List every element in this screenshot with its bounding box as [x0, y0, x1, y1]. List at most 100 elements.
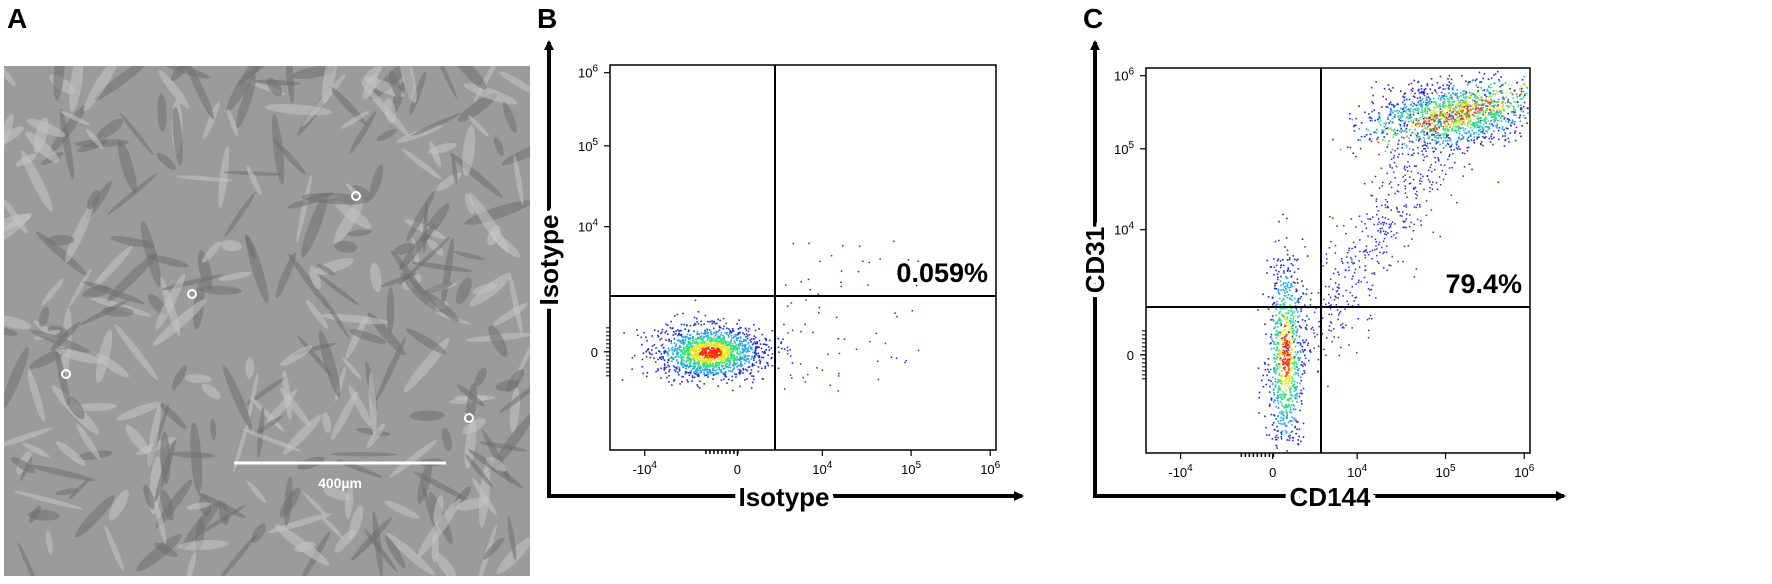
data-point [745, 329, 748, 331]
data-point [1452, 108, 1454, 110]
data-point [721, 353, 724, 355]
data-point [1371, 101, 1373, 103]
data-point [1465, 91, 1467, 93]
data-point [670, 347, 673, 350]
data-point [1274, 384, 1277, 386]
data-point [1350, 218, 1353, 220]
cell [157, 93, 167, 132]
data-point [1279, 380, 1282, 383]
data-point [1293, 311, 1296, 313]
data-point [750, 372, 752, 374]
data-point [1403, 226, 1406, 229]
cell [85, 128, 104, 150]
data-point [1427, 104, 1430, 106]
data-point [787, 332, 789, 334]
data-point [1498, 138, 1500, 141]
data-point [1290, 362, 1293, 364]
data-point [1458, 105, 1461, 108]
data-point [714, 349, 716, 351]
data-point [757, 370, 760, 373]
data-point [1334, 282, 1337, 284]
data-point [689, 324, 692, 327]
cell [274, 140, 307, 176]
data-point [1449, 153, 1451, 156]
data-point [1510, 125, 1512, 127]
data-point [1368, 113, 1370, 115]
data-point [1277, 291, 1280, 293]
data-point [1404, 185, 1407, 187]
data-point [751, 375, 753, 377]
data-point [704, 368, 706, 370]
data-point [1416, 112, 1419, 114]
data-point [704, 341, 706, 343]
data-point [1292, 408, 1295, 410]
data-point [1358, 266, 1361, 268]
data-point [1503, 129, 1505, 131]
data-point [1455, 94, 1457, 97]
data-point [1438, 87, 1440, 90]
data-point [693, 347, 696, 349]
data-point [1305, 324, 1308, 327]
data-point [1277, 420, 1280, 423]
data-point [1431, 134, 1434, 137]
data-point [660, 377, 662, 379]
data-point [703, 372, 705, 374]
data-point [1278, 393, 1280, 396]
data-point [1310, 328, 1313, 330]
data-point [1521, 124, 1523, 127]
data-point [1466, 105, 1469, 107]
data-point [1358, 215, 1361, 217]
data-point [1447, 102, 1450, 104]
data-point [1290, 314, 1292, 317]
data-point [757, 366, 760, 368]
data-point [1381, 216, 1384, 218]
data-point [1385, 98, 1387, 101]
data-point [706, 330, 708, 333]
data-point [896, 315, 898, 318]
data-point [765, 338, 767, 340]
data-point [729, 370, 732, 372]
data-point [1446, 114, 1449, 116]
data-point [1449, 126, 1451, 129]
data-point [1357, 318, 1359, 320]
data-point [708, 368, 711, 371]
data-point [1495, 112, 1497, 114]
data-point [1403, 165, 1406, 167]
data-point [1288, 333, 1290, 336]
data-point [754, 346, 757, 348]
data-point [1473, 100, 1476, 102]
data-point [735, 355, 738, 358]
data-point [1288, 324, 1290, 327]
data-point [1283, 337, 1285, 339]
data-point [1485, 129, 1487, 132]
data-point [1287, 358, 1290, 361]
data-point [1443, 101, 1446, 103]
data-point [1387, 84, 1390, 86]
data-point [1496, 124, 1499, 126]
data-point [1495, 90, 1498, 92]
data-point [725, 357, 728, 360]
data-point [1496, 108, 1499, 111]
data-point [714, 362, 717, 364]
data-point [1407, 117, 1410, 120]
data-point [655, 352, 658, 354]
data-point [1411, 90, 1414, 92]
data-point [1408, 83, 1410, 86]
data-point [1292, 312, 1294, 315]
data-point [1426, 120, 1428, 123]
data-point [1296, 258, 1299, 261]
data-point [696, 367, 699, 370]
data-point [717, 342, 720, 345]
data-point [1457, 145, 1460, 148]
data-point [1288, 337, 1291, 339]
data-point [1293, 418, 1295, 420]
data-point [1438, 118, 1440, 121]
data-point [1290, 366, 1293, 369]
data-point [739, 385, 741, 388]
data-point [1285, 347, 1287, 349]
data-point [1269, 368, 1272, 371]
data-point [1286, 340, 1289, 342]
data-point [1416, 97, 1419, 99]
data-point [1466, 109, 1469, 111]
data-point [1283, 323, 1286, 325]
